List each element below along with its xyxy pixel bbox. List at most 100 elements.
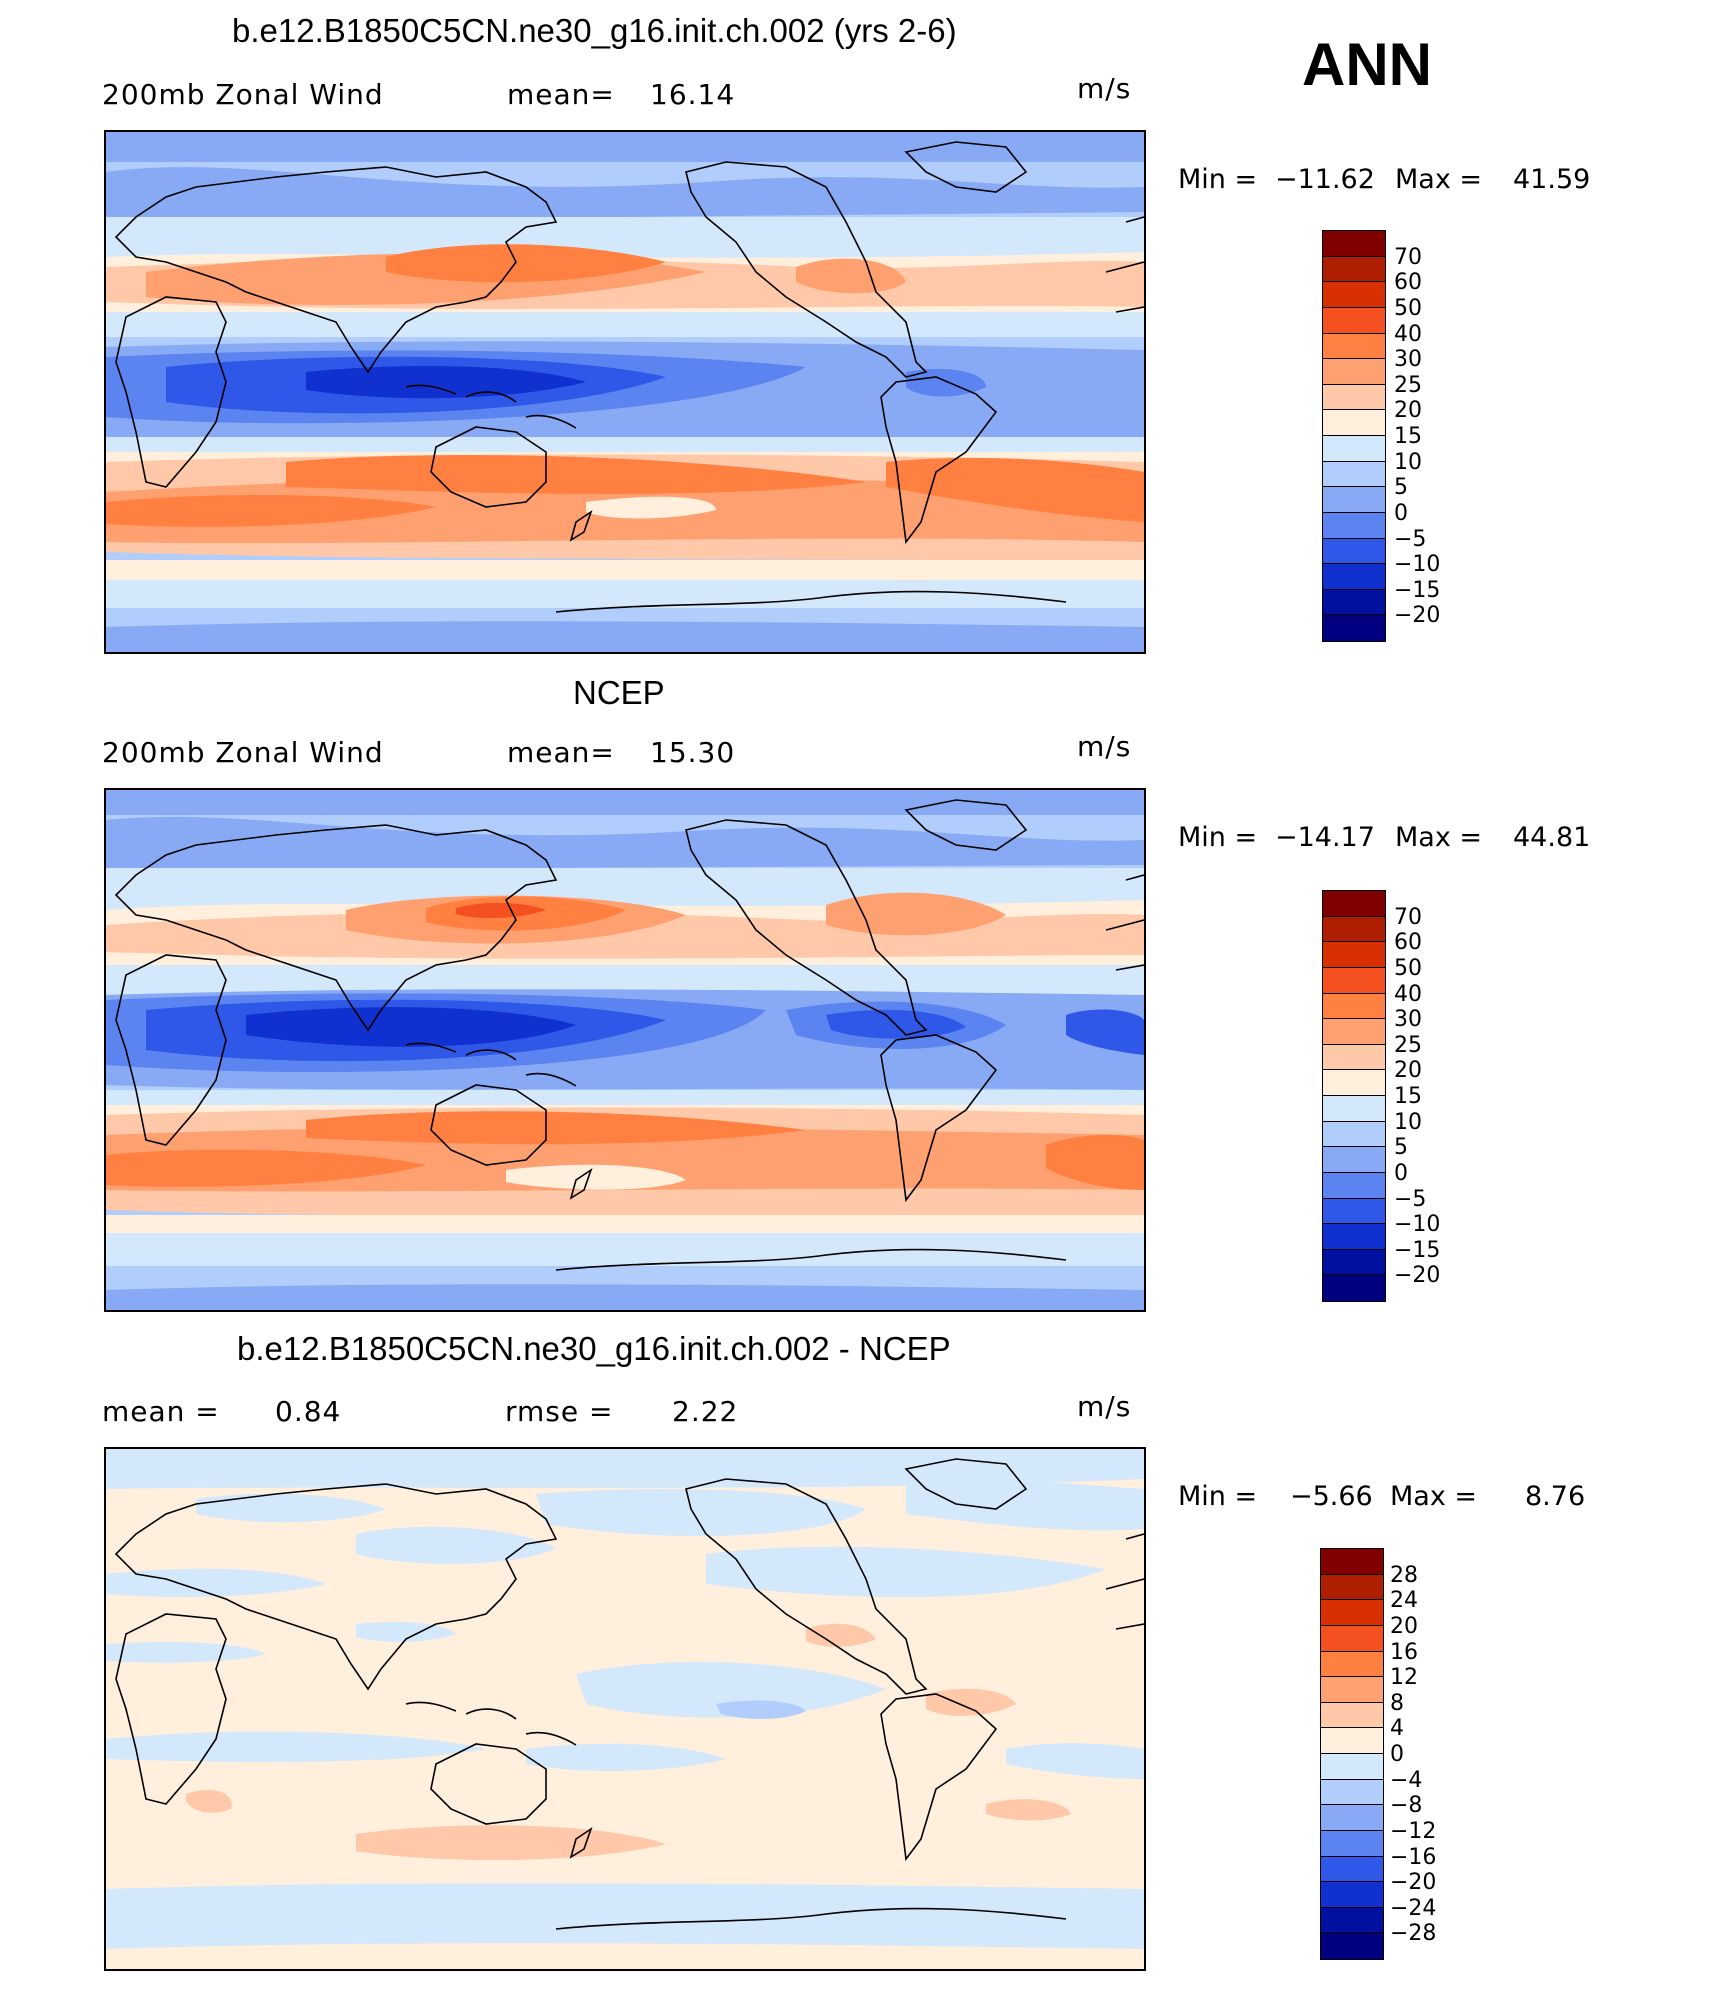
colorbar-2-swatch: [1323, 1172, 1385, 1199]
colorbar-2-tick-label: −10: [1394, 1212, 1441, 1238]
colorbar-1-swatch: [1323, 333, 1385, 360]
colorbar-2-tick-label: 30: [1394, 1007, 1422, 1033]
colorbar-3-tick-label: 20: [1390, 1613, 1418, 1639]
panel-1-max-value: 41.59: [1513, 164, 1591, 195]
colorbar-2-swatch: [1323, 1224, 1385, 1250]
panel-1-mean-value: 16.14: [650, 78, 736, 111]
colorbar-1-tick-label: 30: [1394, 347, 1422, 373]
panel-1-mean-label: mean=: [507, 78, 615, 111]
colorbar-3-swatch: [1321, 1574, 1383, 1601]
panel-3-title: b.e12.B1850C5CN.ne30_g16.init.ch.002 - N…: [237, 1330, 951, 1367]
panel-2-units: m/s: [1077, 730, 1132, 763]
colorbar-3-swatch: [1321, 1856, 1383, 1883]
panel-2-max-label: Max =: [1395, 822, 1483, 853]
colorbar-3-swatch: [1321, 1677, 1383, 1703]
colorbar-2-swatch: [1323, 1198, 1385, 1225]
colorbar-3-tick-label: −28: [1390, 1921, 1437, 1947]
colorbar-2-tick-label: 20: [1394, 1058, 1422, 1084]
colorbar-3-tick-label: −20: [1390, 1870, 1437, 1896]
colorbar-3-swatch: [1321, 1702, 1383, 1729]
colorbar-2-swatch: [1323, 891, 1385, 917]
colorbar-1-tick-label: −10: [1394, 552, 1441, 578]
colorbar-1-tick-label: 60: [1394, 270, 1422, 296]
colorbar-2-swatch: [1323, 1044, 1385, 1071]
colorbar-1-tick-label: 0: [1394, 500, 1408, 526]
colorbar-3-tick-label: −12: [1390, 1818, 1437, 1844]
panel-1-variable: 200mb Zonal Wind: [102, 78, 384, 111]
colorbar-3-swatch: [1321, 1754, 1383, 1780]
colorbar-2-tick-label: 25: [1394, 1032, 1422, 1058]
colorbar-1-tick-label: 25: [1394, 372, 1422, 398]
colorbar-1-swatch: [1323, 359, 1385, 385]
colorbar-1-swatch: [1323, 307, 1385, 334]
panel-2-title: NCEP: [573, 674, 665, 711]
colorbar-3-swatch: [1321, 1625, 1383, 1652]
colorbar-1-swatch: [1323, 384, 1385, 411]
colorbar-1-swatch: [1323, 564, 1385, 590]
colorbar-2-swatch: [1323, 993, 1385, 1020]
panel-2-min-label: Min =: [1178, 822, 1258, 853]
colorbar-1-swatch: [1323, 282, 1385, 308]
panel-3-min-label: Min =: [1178, 1481, 1258, 1512]
panel-2-mean-label: mean=: [507, 736, 615, 769]
colorbar-1-swatch: [1323, 615, 1385, 641]
panel-1-max-label: Max =: [1395, 164, 1483, 195]
colorbar-3-tick-label: 16: [1390, 1639, 1418, 1665]
colorbar-3-tick-label: 12: [1390, 1665, 1418, 1691]
colorbar-2-swatch: [1323, 1121, 1385, 1148]
colorbar-1-tick-label: 70: [1394, 244, 1422, 270]
colorbar-3-tick-label: 0: [1390, 1742, 1404, 1767]
colorbar-1-tick-label: 40: [1394, 321, 1422, 347]
colorbar-1-swatch: [1323, 589, 1385, 616]
panel-2-map: [104, 788, 1146, 1312]
panel-1-map-svg: [106, 132, 1144, 652]
colorbar-2-tick-label: 5: [1394, 1135, 1408, 1161]
colorbar-2-swatch: [1323, 942, 1385, 968]
panel-2-min-value: −14.17: [1275, 822, 1375, 853]
colorbar-1-tick-label: 15: [1394, 424, 1422, 449]
colorbar-3-tick-label: −24: [1390, 1895, 1437, 1921]
colorbar-3: [1320, 1548, 1384, 1960]
colorbar-1-tick-label: 50: [1394, 295, 1422, 321]
colorbar-2-tick-label: 50: [1394, 955, 1422, 981]
colorbar-3-swatch: [1321, 1882, 1383, 1908]
colorbar-2-swatch: [1323, 1249, 1385, 1276]
panel-1-min-value: −11.62: [1275, 164, 1375, 195]
colorbar-2-tick-label: 70: [1394, 904, 1422, 930]
colorbar-1-swatch: [1323, 487, 1385, 513]
colorbar-2-tick-label: 40: [1394, 981, 1422, 1007]
panel-3-mean-value: 0.84: [275, 1395, 342, 1428]
colorbar-3-swatch: [1321, 1907, 1383, 1934]
colorbar-1-swatch: [1323, 231, 1385, 257]
colorbar-2-swatch: [1323, 1275, 1385, 1301]
colorbar-1-tick-label: −15: [1394, 577, 1441, 603]
colorbar-3-swatch: [1321, 1728, 1383, 1754]
panel-1-coastlines: [114, 141, 1144, 613]
colorbar-2-swatch: [1323, 1070, 1385, 1096]
colorbar-2-tick-label: 60: [1394, 930, 1422, 956]
panel-3-max-label: Max =: [1390, 1481, 1478, 1512]
colorbar-3-swatch: [1321, 1651, 1383, 1678]
colorbar-3-tick-label: 4: [1390, 1716, 1404, 1742]
colorbar-1-labels: 70 60 50 40 30 25 20 15 10 5 0 −5 −10 −15 −20: [1394, 232, 1474, 642]
colorbar-2-tick-label: 0: [1394, 1160, 1408, 1186]
panel-3-min-value: −5.66: [1290, 1481, 1373, 1512]
colorbar-1-tick-label: 5: [1394, 475, 1408, 501]
panel-3-rmse-value: 2.22: [672, 1395, 739, 1428]
colorbar-2-swatch: [1323, 1096, 1385, 1122]
panel-3-map: [104, 1447, 1146, 1971]
colorbar-3-swatch: [1321, 1549, 1383, 1575]
panel-1-map: [104, 130, 1146, 654]
panel-3-max-value: 8.76: [1525, 1481, 1586, 1512]
colorbar-3-tick-label: −8: [1390, 1793, 1423, 1819]
panel-2-mean-value: 15.30: [650, 736, 736, 769]
panel-2-max-value: 44.81: [1513, 822, 1591, 853]
colorbar-3-tick-label: 8: [1390, 1690, 1404, 1716]
colorbar-1-swatch: [1323, 461, 1385, 488]
colorbar-2-tick-label: 15: [1394, 1084, 1422, 1109]
panel-1-units: m/s: [1077, 72, 1132, 105]
colorbar-2-swatch: [1323, 967, 1385, 994]
panel-1-min-label: Min =: [1178, 164, 1258, 195]
colorbar-3-tick-label: −4: [1390, 1767, 1423, 1793]
panel-2-variable: 200mb Zonal Wind: [102, 736, 384, 769]
